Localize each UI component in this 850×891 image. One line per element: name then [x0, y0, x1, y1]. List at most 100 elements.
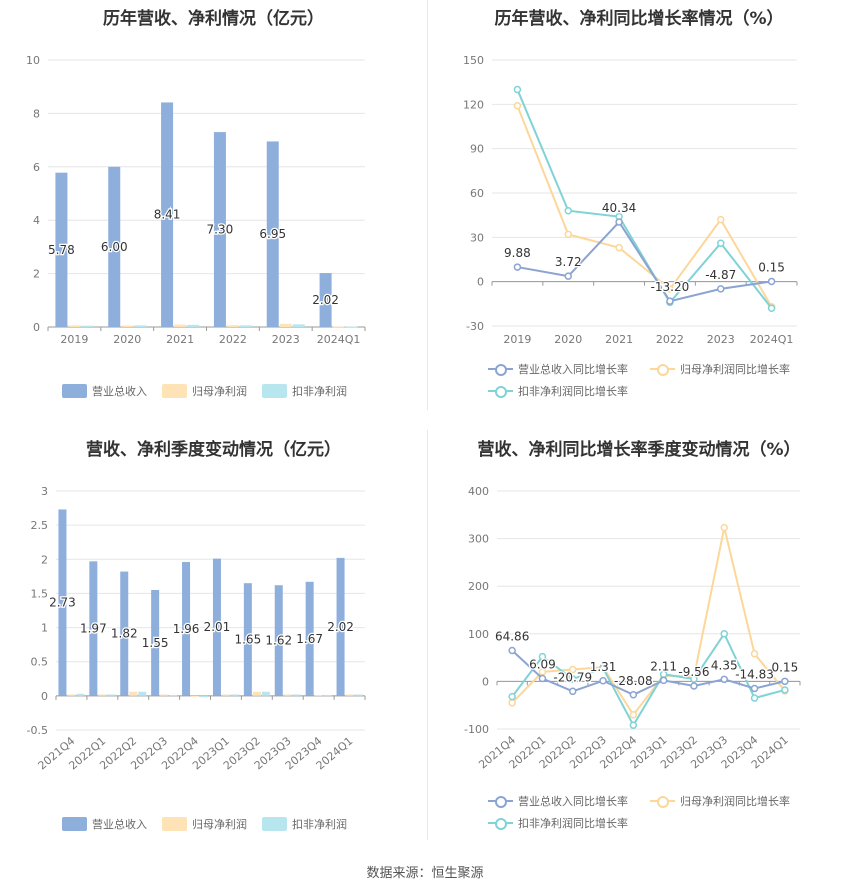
data-label: 1.97 [80, 622, 107, 636]
data-point [690, 675, 698, 683]
series-line-nonrec_line [516, 89, 773, 309]
data-label: 6.95 [259, 227, 286, 241]
legend-item-nonrec-growth[interactable]: 扣非净利润同比增长率 [488, 815, 628, 831]
y-tick-label: 2.5 [31, 519, 49, 532]
data-label: -9.56 [678, 665, 709, 679]
y-tick-label: 1 [41, 622, 48, 635]
x-tick-label: 2024Q1 [317, 333, 361, 346]
data-point [781, 677, 789, 686]
data-label: 0.15 [758, 260, 785, 274]
legend-label: 归母净利润 [192, 818, 247, 831]
bar-parent_profit [221, 694, 230, 696]
data-point [508, 699, 516, 707]
bar-nonrecurring_profit [239, 325, 252, 327]
bar-revenue [266, 141, 279, 327]
legend-item-parent-growth[interactable]: 归母净利润同比增长率 [650, 361, 790, 377]
legend-item-revenue-growth[interactable]: 营业总收入同比增长率 [488, 361, 628, 377]
legend-swatch [262, 384, 287, 398]
data-label: 1.31 [590, 660, 617, 674]
data-label: 1.67 [296, 632, 323, 646]
y-tick-label: 2 [33, 268, 40, 281]
bar-parent_profit [68, 325, 81, 327]
bar-revenue [274, 585, 283, 696]
data-point [666, 297, 674, 305]
annual-growth-chart: -30 0 30 60 90 120 150 2019 2020 2021 2022 2023 2024… [463, 54, 798, 346]
data-point [781, 686, 789, 694]
data-point [513, 85, 522, 94]
data-point [720, 630, 728, 638]
legend-item-parent-growth[interactable]: 归母净利润同比增长率 [650, 793, 790, 809]
data-label: -13.20 [651, 280, 690, 294]
data-point [720, 675, 728, 684]
legend-label: 扣非净利润同比增长率 [518, 817, 628, 830]
data-point [508, 646, 516, 655]
legend-label: 营业总收入 [92, 385, 147, 398]
bar-nonrecurring_profit [76, 693, 85, 696]
bar-revenue [336, 557, 345, 696]
legend-swatch [162, 384, 187, 398]
data-label: -4.87 [705, 268, 736, 282]
legend-item-nonrec-profit[interactable]: 扣非净利润 [262, 816, 347, 832]
legend-label: 归母净利润同比增长率 [680, 795, 790, 808]
x-tick-label: 2020 [554, 333, 582, 346]
bar-nonrecurring_profit [107, 694, 116, 696]
legend-label: 扣非净利润 [292, 385, 347, 398]
bar-parent_profit [191, 695, 200, 697]
legend-item-parent-profit[interactable]: 归母净利润 [162, 816, 247, 832]
data-label: 6.00 [101, 240, 128, 254]
data-point [599, 664, 607, 672]
data-point [767, 277, 776, 286]
legend-item-parent-profit[interactable]: 归母净利润 [162, 383, 247, 399]
data-point [750, 684, 759, 693]
x-tick-label: 2020 [113, 333, 141, 346]
x-tick-label: 2023 [707, 333, 735, 346]
data-point [767, 304, 776, 313]
y-tick-label: 90 [470, 143, 484, 156]
data-label: 9.88 [504, 246, 531, 260]
legend-line-marker [650, 362, 675, 376]
chart-title: 营收、净利季度变动情况（亿元） [86, 440, 341, 460]
data-point [513, 263, 522, 271]
data-point [538, 652, 547, 661]
quarterly-growth-chart: -10001002003004002021Q42022Q12022Q22022Q… [464, 485, 801, 771]
data-point [750, 694, 759, 702]
y-tick-label: 2 [41, 553, 48, 566]
bar-nonrecurring_profit [187, 324, 200, 327]
legend-item-revenue-growth[interactable]: 营业总收入同比增长率 [488, 793, 628, 809]
data-label: 8.41 [154, 208, 181, 222]
series-line-parent_line [511, 527, 786, 717]
y-tick-label: -30 [466, 320, 484, 333]
bar-revenue [319, 273, 332, 327]
x-tick-label: 2022 [219, 333, 247, 346]
bar-revenue [151, 590, 160, 696]
y-tick-label: 6 [33, 161, 40, 174]
data-point [717, 285, 725, 293]
y-tick-label: -0.5 [27, 724, 48, 737]
bar-revenue [212, 558, 221, 696]
legend-item-nonrec-growth[interactable]: 扣非净利润同比增长率 [488, 383, 628, 399]
y-tick-label: 0 [482, 675, 489, 688]
bar-parent_profit [252, 691, 261, 696]
legend-item-revenue[interactable]: 营业总收入 [62, 816, 147, 832]
y-tick-label: 120 [463, 98, 484, 111]
legend-label: 扣非净利润同比增长率 [518, 385, 628, 398]
data-label: 2.11 [650, 659, 677, 673]
data-point [615, 243, 623, 252]
bar-parent_profit [279, 323, 292, 327]
annual-amount-chart: 0 2 4 6 8 10 2019 2020 2021 2022 2023 2024Q1 5.78 6.0… [26, 54, 366, 346]
bar-parent_profit [332, 326, 345, 328]
legend-item-nonrec-profit[interactable]: 扣非净利润 [262, 383, 347, 399]
annual-growth-panel: 历年营收、净利同比增长率情况（%） -30 0 30 60 90 120 150 2019 20… [428, 0, 850, 410]
bar-parent_profit [67, 694, 76, 696]
bar-revenue [161, 102, 174, 327]
x-tick-label: 2021 [166, 333, 194, 346]
bar-nonrecurring_profit [323, 695, 332, 696]
x-tick-label: 2024Q1 [750, 333, 794, 346]
data-point [629, 710, 638, 719]
legend-item-revenue[interactable]: 营业总收入 [62, 383, 147, 399]
bar-revenue [89, 561, 98, 696]
bar-parent_profit [226, 325, 239, 327]
quarterly-amount-chart: -0.500.511.522.532021Q42022Q12022Q22022Q… [27, 485, 366, 772]
y-tick-label: 100 [468, 628, 489, 641]
bar-parent_profit [174, 324, 187, 327]
